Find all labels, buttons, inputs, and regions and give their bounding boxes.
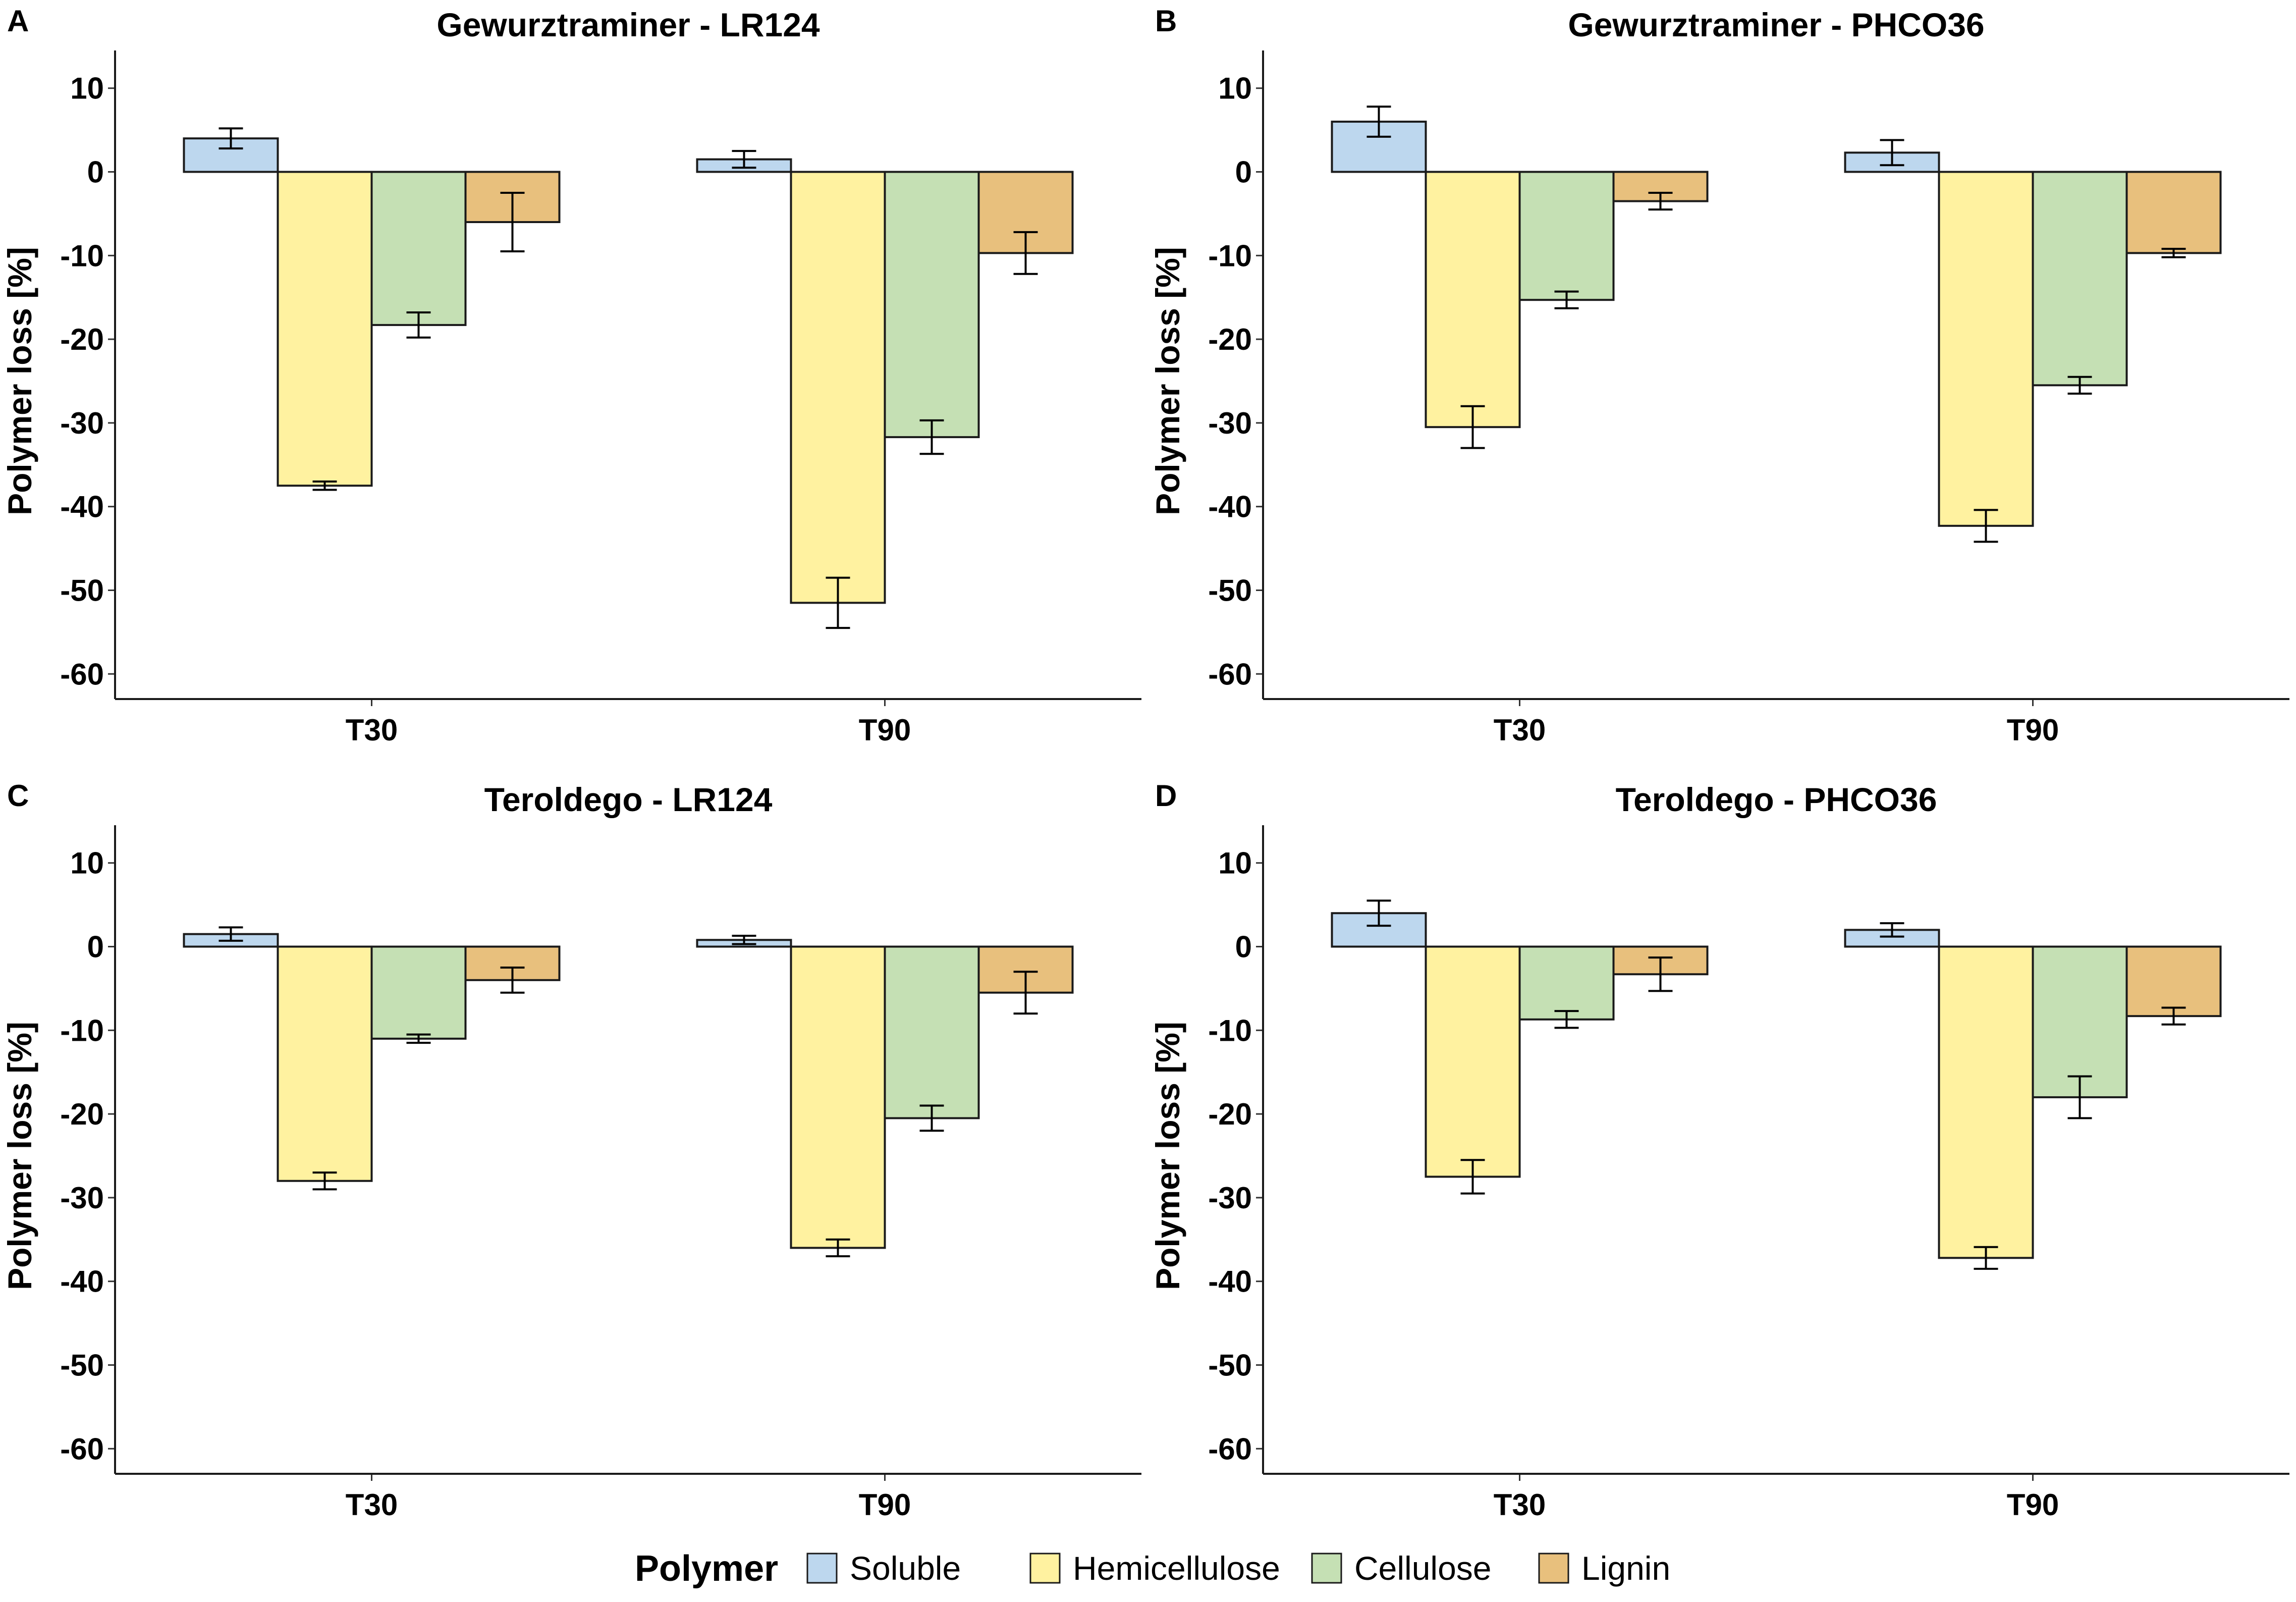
y-tick-label: -40 — [60, 490, 104, 524]
x-tick-label: T90 — [859, 713, 911, 747]
y-tick-label: 0 — [87, 930, 104, 964]
panel-title: Teroldego - PHCO36 — [1616, 781, 1937, 818]
panel-letter: D — [1155, 779, 1177, 813]
y-tick-label: -50 — [1208, 1348, 1252, 1382]
legend: Polymer Soluble Hemicellulose Cellulose Lign… — [635, 1548, 1670, 1589]
bar-hemicellulose-t90 — [1938, 171, 2034, 527]
bar-cellulose-t90 — [2032, 945, 2128, 1098]
y-tick-label: -60 — [1208, 1432, 1252, 1466]
y-tick-label: -10 — [60, 1013, 104, 1047]
legend-swatch-hemicellulose — [1029, 1553, 1061, 1584]
bar-soluble-t30 — [1331, 912, 1427, 948]
bar-lignin-t90 — [2125, 945, 2222, 1018]
y-tick-label: 0 — [1235, 930, 1252, 964]
bar-hemicellulose-t30 — [1425, 945, 1521, 1178]
y-axis-title: Polymer loss [%] — [1, 247, 38, 515]
chart-panel-c: C Teroldego - LR124 10 0 -10 -20 -30 -40 -50 -60 P… — [1, 779, 1141, 1522]
x-tick-label: T90 — [859, 1488, 911, 1522]
panel-letter: A — [7, 4, 29, 38]
legend-label-hemicellulose: Hemicellulose — [1073, 1550, 1280, 1587]
bar-cellulose-t30 — [370, 171, 467, 326]
bar-cellulose-t30 — [1518, 171, 1615, 301]
y-tick-label: 0 — [1235, 155, 1252, 189]
y-tick-label: -60 — [60, 657, 104, 691]
legend-label-cellulose: Cellulose — [1354, 1550, 1491, 1587]
y-axis-title: Polymer loss [%] — [1149, 247, 1186, 515]
x-tick-label: T30 — [346, 713, 398, 747]
y-tick-label: -20 — [1208, 323, 1252, 356]
bar-hemicellulose-t30 — [277, 171, 373, 487]
chart-panel-b: B Gewurztraminer - PHCO36 10 0 -10 -20 -30 -40 -… — [1149, 4, 2289, 747]
legend-title: Polymer — [635, 1548, 778, 1589]
y-axis-title: Polymer loss [%] — [1, 1022, 38, 1290]
bar-cellulose-t30 — [1518, 945, 1615, 1021]
y-tick-label: -50 — [60, 1348, 104, 1382]
bar-cellulose-t30 — [370, 945, 467, 1040]
bar-hemicellulose-t90 — [1938, 945, 2034, 1259]
x-tick-label: T30 — [346, 1488, 398, 1522]
panel-title: Gewurztraminer - LR124 — [436, 6, 820, 43]
y-tick-label: -20 — [1208, 1097, 1252, 1131]
y-tick-label: -30 — [1208, 406, 1252, 440]
legend-label-lignin: Lignin — [1581, 1550, 1670, 1587]
y-tick-label: -30 — [1208, 1181, 1252, 1215]
chart-panel-a: A Gewurztraminer - LR124 10 0 -10 -20 -30 -40 -5… — [1, 4, 1141, 747]
bar-hemicellulose-t30 — [277, 945, 373, 1182]
x-tick-label: T90 — [2007, 713, 2059, 747]
y-tick-label: 10 — [70, 72, 104, 105]
panel-letter: B — [1155, 4, 1177, 38]
y-tick-label: 10 — [1218, 72, 1252, 105]
x-tick-label: T90 — [2007, 1488, 2059, 1522]
y-tick-label: -50 — [60, 573, 104, 607]
bar-hemicellulose-t90 — [790, 945, 886, 1249]
y-tick-label: 10 — [1218, 846, 1252, 880]
y-tick-label: -30 — [60, 1181, 104, 1215]
y-tick-label: -50 — [1208, 573, 1252, 607]
legend-swatch-cellulose — [1311, 1553, 1342, 1584]
y-tick-label: -10 — [60, 239, 104, 273]
y-tick-label: -40 — [1208, 1265, 1252, 1299]
y-tick-label: 0 — [87, 155, 104, 189]
y-tick-label: -20 — [60, 1097, 104, 1131]
panel-title: Gewurztraminer - PHCO36 — [1568, 6, 1984, 43]
y-tick-label: -40 — [1208, 490, 1252, 524]
bar-cellulose-t90 — [884, 945, 980, 1119]
y-tick-label: -60 — [1208, 657, 1252, 691]
bar-soluble-t90 — [1844, 929, 1940, 948]
y-axis-title: Polymer loss [%] — [1149, 1022, 1186, 1290]
bar-hemicellulose-t90 — [790, 171, 886, 604]
y-tick-label: -20 — [60, 323, 104, 356]
y-tick-label: -10 — [1208, 239, 1252, 273]
bar-cellulose-t90 — [2032, 171, 2128, 387]
y-tick-label: -60 — [60, 1432, 104, 1466]
y-tick-label: -30 — [60, 406, 104, 440]
y-tick-label: -10 — [1208, 1013, 1252, 1047]
panel-letter: C — [7, 779, 29, 813]
chart-panel-d: D Teroldego - PHCO36 10 0 -10 -20 -30 -40 -50 -60… — [1149, 779, 2289, 1522]
legend-swatch-soluble — [806, 1553, 838, 1584]
bar-hemicellulose-t30 — [1425, 171, 1521, 429]
x-tick-label: T30 — [1494, 713, 1546, 747]
legend-swatch-lignin — [1538, 1553, 1569, 1584]
legend-label-soluble: Soluble — [850, 1550, 961, 1587]
y-tick-label: 10 — [70, 846, 104, 880]
bar-cellulose-t90 — [884, 171, 980, 439]
y-tick-label: -40 — [60, 1265, 104, 1299]
panel-title: Teroldego - LR124 — [484, 781, 773, 818]
x-tick-label: T30 — [1494, 1488, 1546, 1522]
bar-lignin-t90 — [2125, 171, 2222, 254]
